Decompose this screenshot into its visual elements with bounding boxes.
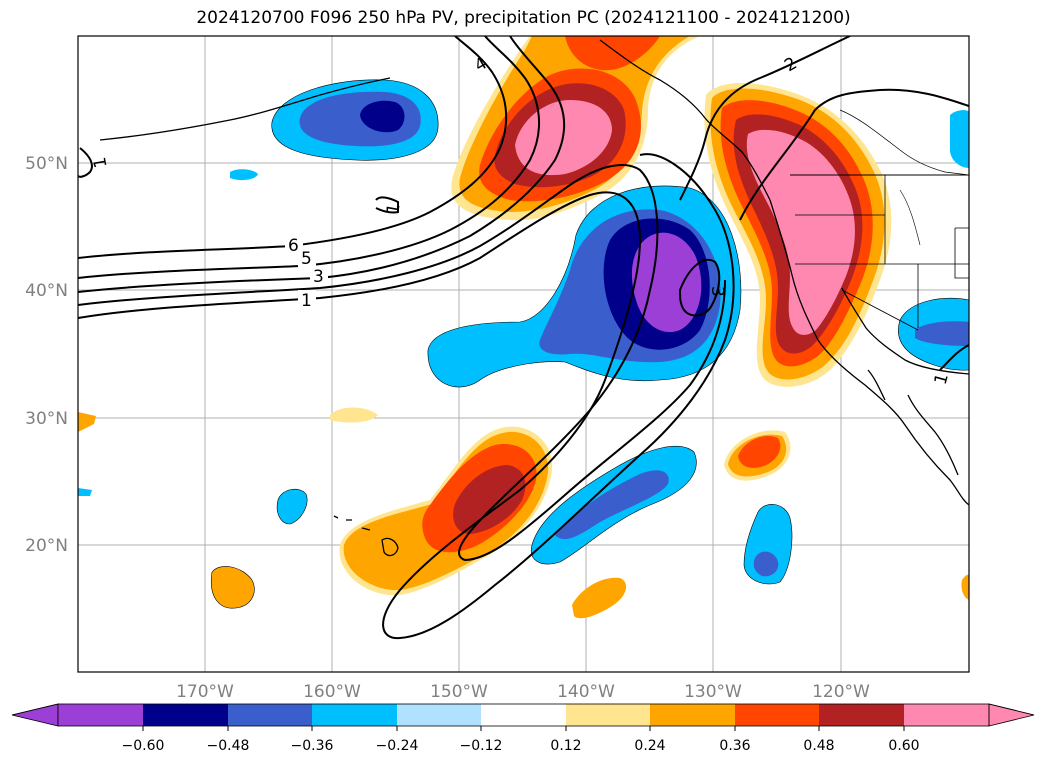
colorbar-tick: 0.36 xyxy=(719,738,750,754)
lat-label: 30°N xyxy=(25,409,68,429)
colorbar-tick: −0.36 xyxy=(291,738,334,754)
colorbar-segment xyxy=(650,704,735,726)
colorbar-tick: −0.60 xyxy=(122,738,165,754)
lon-label: 160°W xyxy=(303,682,361,702)
colorbar-segment xyxy=(228,704,312,726)
colorbar-extend-low xyxy=(11,703,59,727)
coastlines xyxy=(99,39,969,557)
colorbar-tick: −0.12 xyxy=(460,738,503,754)
colorbar-segment xyxy=(735,704,819,726)
lon-label: 150°W xyxy=(430,682,488,702)
colorbar-tick: 0.48 xyxy=(803,738,834,754)
colorbar-segment xyxy=(481,704,566,726)
map-area: 6 5 3 1 4 2 1 1 3 1 xyxy=(78,36,969,672)
colorbar-segment xyxy=(312,704,397,726)
lon-label: 130°W xyxy=(684,682,742,702)
contour-label: 1 xyxy=(383,202,405,216)
contour-label: 3 xyxy=(707,286,727,297)
contour-label: 6 xyxy=(288,236,299,256)
positive-anomaly-gulf-of-alaska xyxy=(451,36,700,221)
contour-label: 5 xyxy=(301,249,312,269)
colorbar-extend-high xyxy=(988,703,1035,727)
contour-label: 1 xyxy=(90,155,112,169)
lon-label: 120°W xyxy=(812,682,870,702)
colorbar-segment xyxy=(58,704,143,726)
latitude-labels: 50°N 40°N 30°N 20°N xyxy=(25,154,68,556)
map-frame xyxy=(77,35,970,673)
colorbar-tick: −0.24 xyxy=(376,738,419,754)
positive-anomaly-east xyxy=(724,430,791,481)
colorbar-tick: −0.48 xyxy=(207,738,250,754)
negative-anomaly-aleutian xyxy=(271,79,439,161)
colorbar-tick: 0.12 xyxy=(550,738,581,754)
colorbar-segment xyxy=(904,704,989,726)
negative-anomaly-central xyxy=(427,185,742,388)
positive-anomaly-west-coast xyxy=(704,82,892,387)
contour-label: 3 xyxy=(313,267,324,287)
longitude-labels: 170°W 160°W 150°W 140°W 130°W 120°W xyxy=(176,682,870,702)
map-title: 2024120700 F096 250 hPa PV, precipitatio… xyxy=(196,8,851,28)
lon-label: 170°W xyxy=(176,682,234,702)
pv-contours xyxy=(78,36,969,640)
positive-anomaly-hawaii xyxy=(78,407,969,619)
contour-label: 1 xyxy=(931,371,953,387)
lat-label: 20°N xyxy=(25,536,68,556)
colorbar: −0.60 −0.48 −0.36 −0.24 −0.12 0.12 0.24 … xyxy=(11,703,1035,754)
colorbar-segment xyxy=(397,704,481,726)
colorbar-tick: 0.24 xyxy=(634,738,665,754)
colorbar-segment xyxy=(143,704,228,726)
lon-label: 140°W xyxy=(557,682,615,702)
negative-anomaly-south xyxy=(78,110,969,585)
colorbar-segment xyxy=(819,704,904,726)
lat-label: 40°N xyxy=(25,281,68,301)
contour-label: 1 xyxy=(301,291,312,311)
lat-label: 50°N xyxy=(25,154,68,174)
colorbar-segment xyxy=(566,704,650,726)
colorbar-tick: 0.60 xyxy=(888,738,919,754)
